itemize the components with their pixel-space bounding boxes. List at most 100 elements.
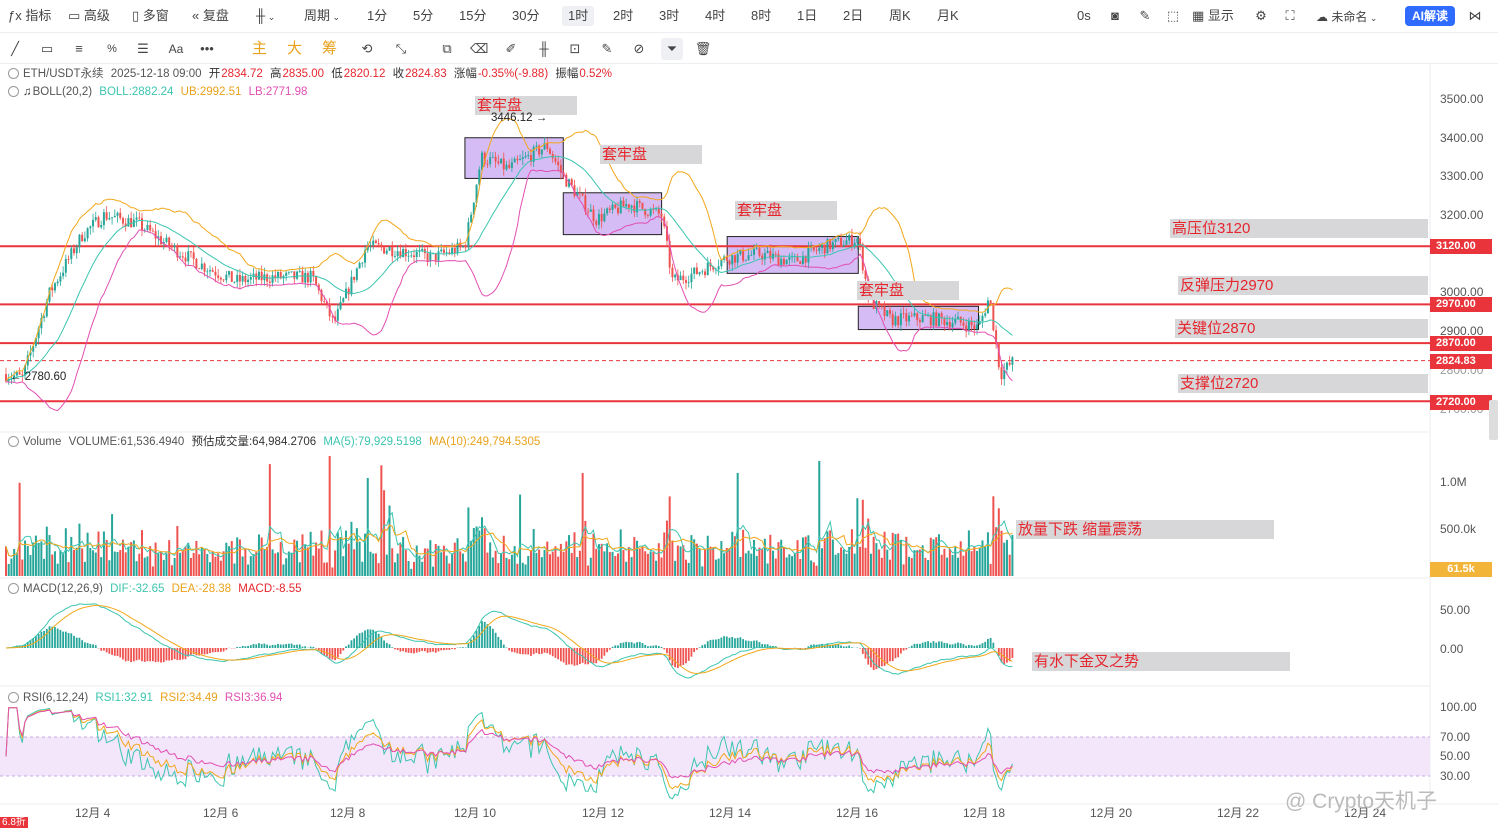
- annotation-volume-note[interactable]: 放量下跌 缩量震荡: [1016, 520, 1274, 539]
- volume-bar: [470, 540, 473, 576]
- large-tool[interactable]: 大: [287, 40, 303, 57]
- account-dropdown[interactable]: ☁ 未命名 ⌄: [1316, 10, 1378, 24]
- trash-icon[interactable]: 🗑: [694, 41, 712, 56]
- period-1d[interactable]: 1日: [797, 8, 818, 23]
- bell-icon[interactable]: ♫: [23, 86, 32, 98]
- lock-icon[interactable]: ⊡: [569, 41, 581, 56]
- eye-icon[interactable]: [8, 68, 19, 79]
- date-tick: 12月 14: [709, 806, 752, 820]
- parallel-lines-icon[interactable]: ≡: [75, 41, 83, 56]
- scrollbar[interactable]: [1489, 400, 1498, 440]
- annotation-support-2720[interactable]: 支撑位2720: [1178, 374, 1428, 393]
- candle-body: [459, 242, 462, 247]
- volume-bar: [328, 456, 331, 576]
- candle-body: [848, 234, 851, 241]
- eye-icon[interactable]: [8, 583, 19, 594]
- candle-body: [668, 240, 671, 268]
- period-2h[interactable]: 2时: [613, 8, 634, 23]
- chart-area[interactable]: [0, 64, 1498, 828]
- volume-bar: [195, 540, 198, 576]
- candle-body: [421, 248, 424, 251]
- more-icon[interactable]: •••: [200, 41, 214, 56]
- period-1h[interactable]: 1时: [562, 6, 595, 26]
- volume-bar: [187, 542, 190, 576]
- chip-tool[interactable]: 筹: [322, 40, 338, 57]
- period-1m[interactable]: 1分: [367, 8, 388, 23]
- chart-canvas[interactable]: [0, 64, 1498, 828]
- volume-bar: [600, 543, 603, 576]
- candle-body: [34, 338, 37, 347]
- volume-bar: [388, 505, 391, 576]
- multi-window-button[interactable]: ▯ 多窗: [132, 8, 169, 23]
- period-5m[interactable]: 5分: [413, 8, 434, 23]
- volume-bar: [5, 546, 7, 576]
- fullscreen-icon[interactable]: ⛶: [1285, 8, 1295, 23]
- annotation-trapped-3[interactable]: 套牢盘: [735, 201, 837, 220]
- date-tick: 12月 24: [1344, 806, 1387, 820]
- annotation-trapped-2[interactable]: 套牢盘: [600, 145, 702, 164]
- fib-tool-icon[interactable]: %: [107, 43, 117, 55]
- horizontal-lines-icon[interactable]: ☰: [137, 41, 149, 56]
- volume-bar: [418, 555, 421, 576]
- advanced-button[interactable]: ▭ 高级: [68, 8, 110, 23]
- indicator-button[interactable]: ƒx 指标: [8, 8, 52, 23]
- candle-body: [546, 142, 549, 149]
- candle-body: [967, 321, 970, 332]
- share-icon[interactable]: ⋈: [1468, 8, 1482, 23]
- annotation-rebound-2970[interactable]: 反弹压力2970: [1178, 276, 1428, 295]
- period-week[interactable]: 周K: [889, 8, 911, 23]
- volume-bar: [810, 560, 813, 576]
- period-4h[interactable]: 4时: [705, 8, 726, 23]
- replay-button[interactable]: « 复盘: [192, 8, 229, 23]
- volume-bar: [554, 546, 557, 576]
- drawing-toolbar: ╱ ▭ ≡ % ☰ Aa ••• 主 大 筹 ⟲ ⤡ ⧉ ⌫ ✐ ╫ ⊡ ✎ ⊘…: [0, 33, 1498, 64]
- volume-bar: [981, 540, 984, 576]
- measure-icon[interactable]: ⤡: [395, 41, 407, 56]
- eraser-icon[interactable]: ⌫: [470, 41, 489, 56]
- brush-icon[interactable]: ✐: [505, 41, 517, 56]
- filter-icon[interactable]: ⏷: [661, 38, 683, 60]
- cloud-icon: ☁: [1316, 10, 1332, 24]
- period-dropdown[interactable]: 周期 ⌄: [304, 8, 341, 23]
- magnet-icon[interactable]: ⊘: [633, 41, 645, 56]
- main-tool[interactable]: 主: [252, 40, 268, 57]
- select-icon[interactable]: ⬚: [1166, 8, 1180, 23]
- volume-bar: [73, 549, 75, 576]
- sync-icon[interactable]: ⟲: [361, 41, 373, 56]
- period-3h[interactable]: 3时: [659, 8, 680, 23]
- eye-icon[interactable]: [8, 86, 19, 97]
- ai-button[interactable]: AI解读: [1405, 6, 1456, 26]
- volume-bar: [181, 549, 184, 576]
- chart-type-button[interactable]: ╫ ⌄: [256, 7, 275, 26]
- volume-bar: [978, 547, 981, 576]
- annotation-resistance-3120[interactable]: 高压位3120: [1170, 219, 1428, 238]
- eye-icon[interactable]: [8, 436, 19, 447]
- period-month[interactable]: 月K: [937, 8, 959, 23]
- annotation-trapped-4[interactable]: 套牢盘: [857, 281, 959, 300]
- rectangle-tool-icon[interactable]: ▭: [40, 41, 54, 56]
- period-30m[interactable]: 30分: [512, 8, 540, 23]
- candles-icon[interactable]: ╫: [539, 41, 549, 56]
- annotation-macd-note[interactable]: 有水下金叉之势: [1032, 652, 1290, 671]
- copy-icon[interactable]: ⧉: [442, 41, 452, 56]
- edit-icon[interactable]: ✎: [601, 41, 613, 56]
- text-tool-icon[interactable]: Aa: [168, 42, 184, 56]
- candle-body: [355, 268, 358, 280]
- eye-icon[interactable]: [8, 692, 19, 703]
- line-tool-icon[interactable]: ╱: [11, 41, 19, 56]
- annotation-trapped-1[interactable]: 套牢盘: [475, 96, 577, 115]
- candle-body: [181, 256, 184, 258]
- gear-icon[interactable]: ⚙: [1255, 8, 1267, 23]
- camera-icon[interactable]: ◙: [1111, 8, 1119, 23]
- volume-bar: [660, 557, 663, 576]
- period-15m[interactable]: 15分: [459, 8, 487, 23]
- discount-badge[interactable]: 6.8折: [0, 817, 28, 828]
- period-2d[interactable]: 2日: [843, 8, 864, 23]
- period-8h[interactable]: 8时: [751, 8, 772, 23]
- volume-bar: [355, 528, 358, 576]
- volume-bar: [7, 563, 10, 576]
- pen-icon[interactable]: ✎: [1139, 8, 1151, 23]
- volume-bar: [238, 539, 241, 576]
- display-button[interactable]: ▦ 显示: [1192, 8, 1234, 23]
- annotation-key-2870[interactable]: 关键位2870: [1175, 319, 1428, 338]
